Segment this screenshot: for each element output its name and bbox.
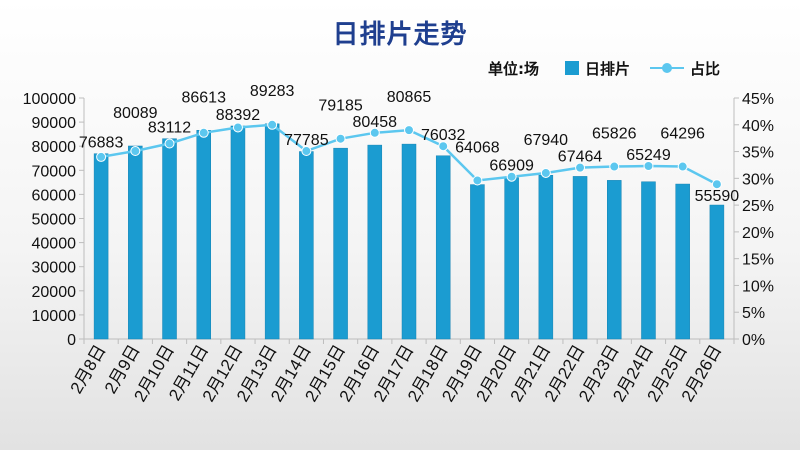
y-left-tick-label: 70000	[32, 163, 77, 180]
bar	[196, 130, 211, 340]
ratio-point	[164, 138, 175, 149]
ratio-point	[643, 161, 654, 172]
bar	[572, 176, 588, 340]
bar	[93, 153, 109, 340]
bar	[641, 181, 656, 340]
bar-value-label: 80865	[387, 89, 432, 106]
legend-line-swatch	[650, 61, 685, 75]
bar	[675, 183, 690, 340]
bar-value-label: 55590	[695, 188, 740, 205]
y-right-tick-label: 35%	[742, 145, 774, 162]
bar	[470, 184, 485, 340]
y-left-tick-label: 100000	[23, 91, 76, 108]
bar	[367, 144, 383, 340]
ratio-point	[711, 179, 722, 190]
bar-value-label: 83112	[148, 120, 191, 137]
ratio-point	[130, 146, 141, 157]
ratio-point	[404, 125, 414, 136]
bar	[709, 204, 725, 340]
bar	[504, 177, 519, 340]
bar-value-label: 66909	[489, 158, 534, 175]
y-left-tick-label: 30000	[32, 260, 77, 277]
legend-line-label: 占比	[690, 59, 721, 78]
bar	[264, 123, 280, 340]
legend-bar-swatch	[565, 61, 579, 75]
y-right-tick-label: 0%	[742, 332, 765, 349]
y-left-tick-label: 80000	[32, 139, 77, 156]
bar-value-label: 77785	[284, 132, 329, 149]
bar-value-label: 89283	[250, 83, 295, 100]
bar	[607, 180, 622, 340]
bar-value-label: 80089	[113, 105, 158, 122]
bar-value-label: 79185	[318, 98, 363, 115]
legend: 单位:场 日排片 占比	[488, 58, 720, 78]
bar-value-label: 86613	[181, 89, 226, 106]
ratio-point	[96, 151, 107, 162]
y-left-tick-label: 90000	[32, 115, 77, 132]
legend-bar-label: 日排片	[585, 59, 631, 78]
bar-value-label: 64068	[455, 139, 500, 156]
bar-value-label: 80458	[353, 114, 398, 131]
bar	[333, 147, 348, 340]
y-right-tick-label: 5%	[742, 305, 765, 322]
y-left-tick-label: 40000	[32, 236, 77, 253]
bar	[435, 155, 451, 340]
ratio-point	[575, 162, 586, 173]
bar	[128, 145, 143, 340]
bar	[299, 151, 314, 340]
bar-value-label: 67464	[558, 149, 603, 166]
bars-group	[93, 123, 725, 340]
y-right-tick-label: 45%	[742, 91, 774, 108]
ratio-point	[677, 161, 688, 172]
bar	[162, 138, 177, 340]
y-left-tick-label: 20000	[32, 284, 77, 301]
ratio-point	[232, 122, 243, 133]
y-left-tick-label: 0	[67, 332, 76, 349]
bar-value-label: 65249	[626, 147, 671, 164]
y-right-tick-label: 20%	[742, 225, 774, 242]
ratio-line-group	[96, 119, 722, 190]
bar	[401, 143, 417, 340]
bar-value-label: 76883	[79, 135, 124, 152]
ratio-point	[301, 146, 312, 157]
unit-label: 单位:场	[488, 59, 539, 78]
y-left-tick-label: 10000	[32, 308, 77, 325]
bar-value-label: 65826	[592, 126, 637, 143]
bar	[538, 175, 554, 340]
ratio-point	[540, 167, 551, 178]
y-right-tick-label: 40%	[742, 118, 774, 135]
ratio-point	[472, 175, 483, 186]
ratio-point	[438, 141, 449, 152]
y-right-tick-label: 10%	[742, 278, 774, 295]
ratio-point	[609, 161, 620, 172]
y-left-tick-label: 50000	[32, 212, 77, 229]
ratio-point	[198, 127, 209, 138]
ratio-point	[335, 133, 346, 144]
bar-value-label: 88392	[216, 107, 261, 124]
bar-value-label: 76032	[421, 127, 466, 144]
bar-value-label: 67940	[524, 132, 569, 149]
bar	[230, 125, 246, 340]
ratio-point	[506, 171, 517, 182]
bar-value-label: 64296	[660, 126, 705, 143]
ratio-point	[369, 127, 380, 138]
ratio-point	[267, 119, 278, 130]
y-right-tick-label: 25%	[742, 198, 774, 215]
y-right-tick-label: 15%	[742, 252, 774, 269]
chart-title: 日排片走势	[332, 20, 468, 50]
y-left-tick-label: 60000	[32, 187, 77, 204]
y-right-tick-label: 30%	[742, 171, 774, 188]
